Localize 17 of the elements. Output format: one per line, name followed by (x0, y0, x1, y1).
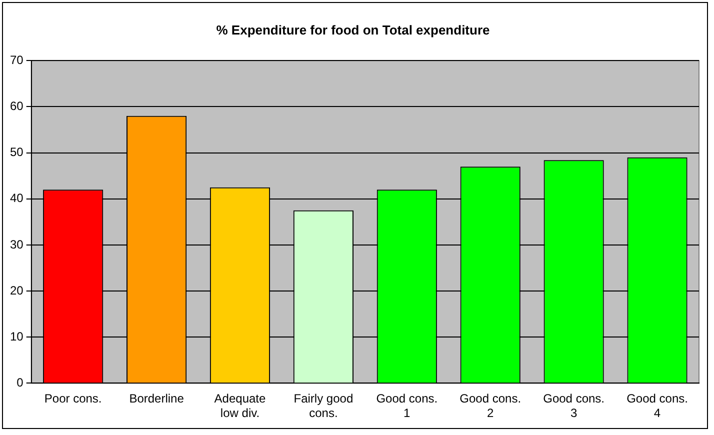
x-tick-label: Good cons. 4 (626, 392, 688, 420)
x-tick-label: Borderline (129, 392, 184, 406)
y-tick-label: 70 (10, 52, 24, 67)
y-tick-label: 40 (10, 191, 24, 206)
y-tick-label: 0 (16, 376, 24, 390)
x-tick-label: Good cons. 2 (460, 392, 522, 420)
x-tick-label: Adequate low div. (214, 392, 266, 420)
x-tick-label: Fairly good cons. (294, 392, 354, 420)
y-tick-label: 30 (10, 237, 24, 252)
y-tick-label: 10 (10, 329, 24, 344)
y-tick-label: 60 (10, 99, 24, 113)
x-tick-label: Good cons. 1 (376, 392, 438, 420)
chart-title: % Expenditure for food on Total expenditure (216, 22, 490, 38)
x-tick-label: Good cons. 3 (543, 392, 605, 420)
x-tick-label: Poor cons. (44, 392, 102, 406)
y-tick-label: 50 (10, 145, 24, 160)
y-tick-label: 20 (10, 283, 24, 298)
